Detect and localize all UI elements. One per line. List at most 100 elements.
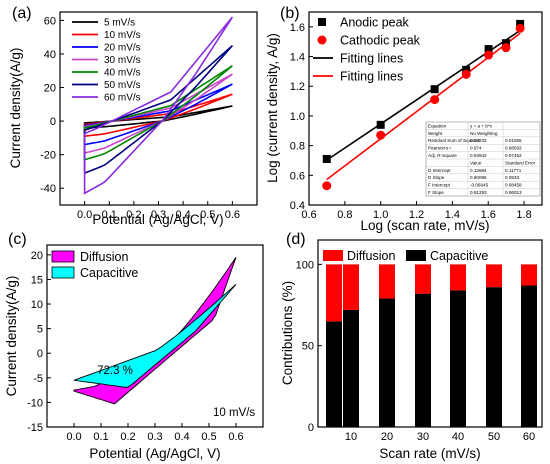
panel-b-x-tick-label: 1.6 [481, 209, 496, 221]
legend-label-a-2: 10 mV/s [104, 30, 141, 41]
panel-a-y-tick-label: -40 [40, 183, 56, 195]
panel-d-y-tick-label: 100 [296, 259, 314, 271]
cathodic-point [376, 130, 386, 140]
panel-b-y-tick-label: 0.8 [290, 141, 305, 153]
fit-table-cell: Equation [428, 123, 447, 128]
diffusion-bar [521, 264, 537, 286]
fit-table-cell: 0.0833 [505, 175, 519, 180]
fit-table-cell: y = a + b*x [470, 123, 493, 128]
fit-table-cell: 0.93942 [470, 153, 487, 158]
anodic-point [322, 154, 331, 163]
panel-c-y-tick-label: 15 [31, 274, 43, 286]
capacitive-bar [486, 287, 502, 427]
panel-d: (d) 10 20 30 40 50 60 0 50 100 Diffusion Capaciti… [280, 231, 543, 461]
cv-curve-1 [83, 105, 233, 129]
fit-table-cell: 0.01665 [505, 138, 522, 143]
panel-d-legend: Diffusion Capacitive [323, 249, 488, 263]
legend-label-b-4: Fitting lines [340, 70, 403, 84]
panel-a-xlabel: Potential (Ag/AgCl, V) [92, 212, 223, 227]
cv-curve-5 [83, 65, 233, 161]
panel-c-y-tick-label: 10 [31, 299, 43, 311]
capacitive-bar [343, 309, 359, 427]
panel-b-y-tick-label: 1.4 [290, 52, 305, 64]
anodic-point [376, 120, 385, 129]
panel-d-plot [326, 264, 537, 427]
legend-swatch-capacitive [406, 250, 426, 261]
panel-b: (b) 0.6 0.8 1.0 1.2 1.4 1.6 1.80.40.60.81.01.2… [265, 5, 543, 233]
cathodic-point [430, 95, 440, 105]
panel-c-y-tick-label: -10 [27, 397, 43, 409]
panel-b-legend: Anodic peak Cathodic peak Fitting lines Fit… [313, 16, 421, 84]
fit-table-cell: 0.11771 [505, 168, 522, 173]
panel-a-curves [83, 16, 234, 195]
legend-label-a-7: 60 mV/s [104, 93, 141, 104]
panel-b-x-tick-label: 1.0 [373, 209, 388, 221]
fit-table-cell: 0.974 [470, 146, 482, 151]
fit-table-cell: 0.08458 [505, 183, 522, 188]
panel-b-label: (b) [280, 5, 300, 22]
panel-d-x-tick-label: 30 [417, 431, 429, 443]
panel-b-ticks: 0.6 0.8 1.0 1.2 1.4 1.6 1.80.40.60.81.01.21.41… [290, 22, 532, 221]
legend-swatch-diffusion [323, 250, 343, 261]
panel-a-ticks: 0.0 0.1 0.2 0.3 0.4 0.5 0.6 -40 -20 0 20 40 60 [40, 15, 240, 221]
panel-b-y-tick-label: 1.2 [290, 81, 305, 93]
panel-d-ylabel: Contributions (%) [280, 281, 295, 385]
panel-a-legend: 5 mV/s10 mV/s 20 mV/s30 mV/s 40 mV/s50 mV/… [72, 18, 141, 104]
panel-a-x-tick-label: 0.6 [225, 209, 240, 221]
panel-d-x-tick-label: 10 [345, 431, 357, 443]
cathodic-point [322, 181, 332, 191]
capacitive-percentage-annotation: 72.3 % [97, 365, 133, 377]
legend-swatch-c-1 [51, 250, 75, 263]
panel-b-frame [308, 11, 543, 206]
panel-b-ylabel: Log (current density, A/g) [265, 33, 280, 183]
panel-b-x-tick-label: 0.8 [337, 209, 352, 221]
panel-d-label: (d) [286, 231, 306, 248]
fit-table-cell: 0.97452 [505, 153, 522, 158]
cv-curve-7 [83, 16, 234, 195]
capacitive-bar [379, 298, 395, 427]
fit-table-cell: Weight [428, 131, 443, 136]
fit-table-cell: 0.06013 [505, 190, 522, 195]
legend-label-b-3: Fitting lines [340, 52, 403, 66]
fit-table-cell: Standard Error [505, 160, 536, 165]
cathodic-point [461, 69, 471, 79]
capacitive-bar [521, 285, 537, 427]
panel-c-label: (c) [8, 231, 27, 248]
panel-a-x-tick-label: 0.3 [151, 209, 166, 221]
legend-label-a-3: 20 mV/s [104, 43, 141, 54]
panel-a-x-tick-label: 0.5 [200, 209, 215, 221]
legend-label-a-1: 5 mV/s [104, 18, 135, 29]
anodic-point [484, 45, 493, 54]
panel-a-label: (a) [12, 5, 32, 22]
cv-curve-3 [83, 83, 233, 146]
panel-c-y-tick-label: 20 [31, 250, 43, 262]
legend-label-a-5: 40 mV/s [104, 68, 141, 79]
panel-b-x-tick-label: 1.8 [516, 209, 531, 221]
fit-table-cell: D Intercept [428, 168, 451, 173]
fit-table-cell: D Slope [428, 175, 445, 180]
panel-b-y-tick-label: 0.6 [290, 170, 305, 182]
panel-d-x-tick-label: 40 [452, 431, 464, 443]
fit-table-cell: 0.80086 [470, 175, 487, 180]
panel-d-x-tick-label: 20 [381, 431, 393, 443]
legend-marker-cathodic [317, 35, 327, 45]
panel-d-xlabel: Scan rate (mV/s) [379, 446, 480, 461]
capacitive-area [73, 284, 237, 388]
legend-label-b-2: Cathodic peak [340, 34, 421, 48]
panel-c-y-tick-label: 0 [37, 348, 43, 360]
panel-b-y-tick-label: 1.6 [290, 22, 305, 34]
diffusion-bar [326, 264, 342, 322]
panel-a-y-tick-label: 20 [44, 83, 56, 95]
panel-c-x-tick-label: 0.0 [66, 431, 81, 443]
fit-parameter-table: Equation y = a + b*x Weight No Weighting Res… [425, 121, 541, 197]
panel-c-y-tick-label: 5 [37, 324, 43, 336]
panel-a-x-tick-label: 0.2 [126, 209, 141, 221]
panel-a: (a) 0.0 0.1 0.2 0.3 0.4 0.5 0.6 -40 -20 0 20 40 60 5… [8, 5, 258, 227]
panel-d-ticks: 10 20 30 40 50 60 0 50 100 [296, 259, 535, 443]
legend-label-c-2: Capacitive [80, 266, 138, 280]
panel-c-x-tick-label: 0.1 [93, 431, 108, 443]
legend-swatch-c-2 [51, 266, 75, 279]
fit-table-cell: Residual Sum of Squares [428, 138, 481, 143]
fit-table-cell: -0.06645 [470, 183, 489, 188]
diffusion-bar [379, 264, 395, 299]
